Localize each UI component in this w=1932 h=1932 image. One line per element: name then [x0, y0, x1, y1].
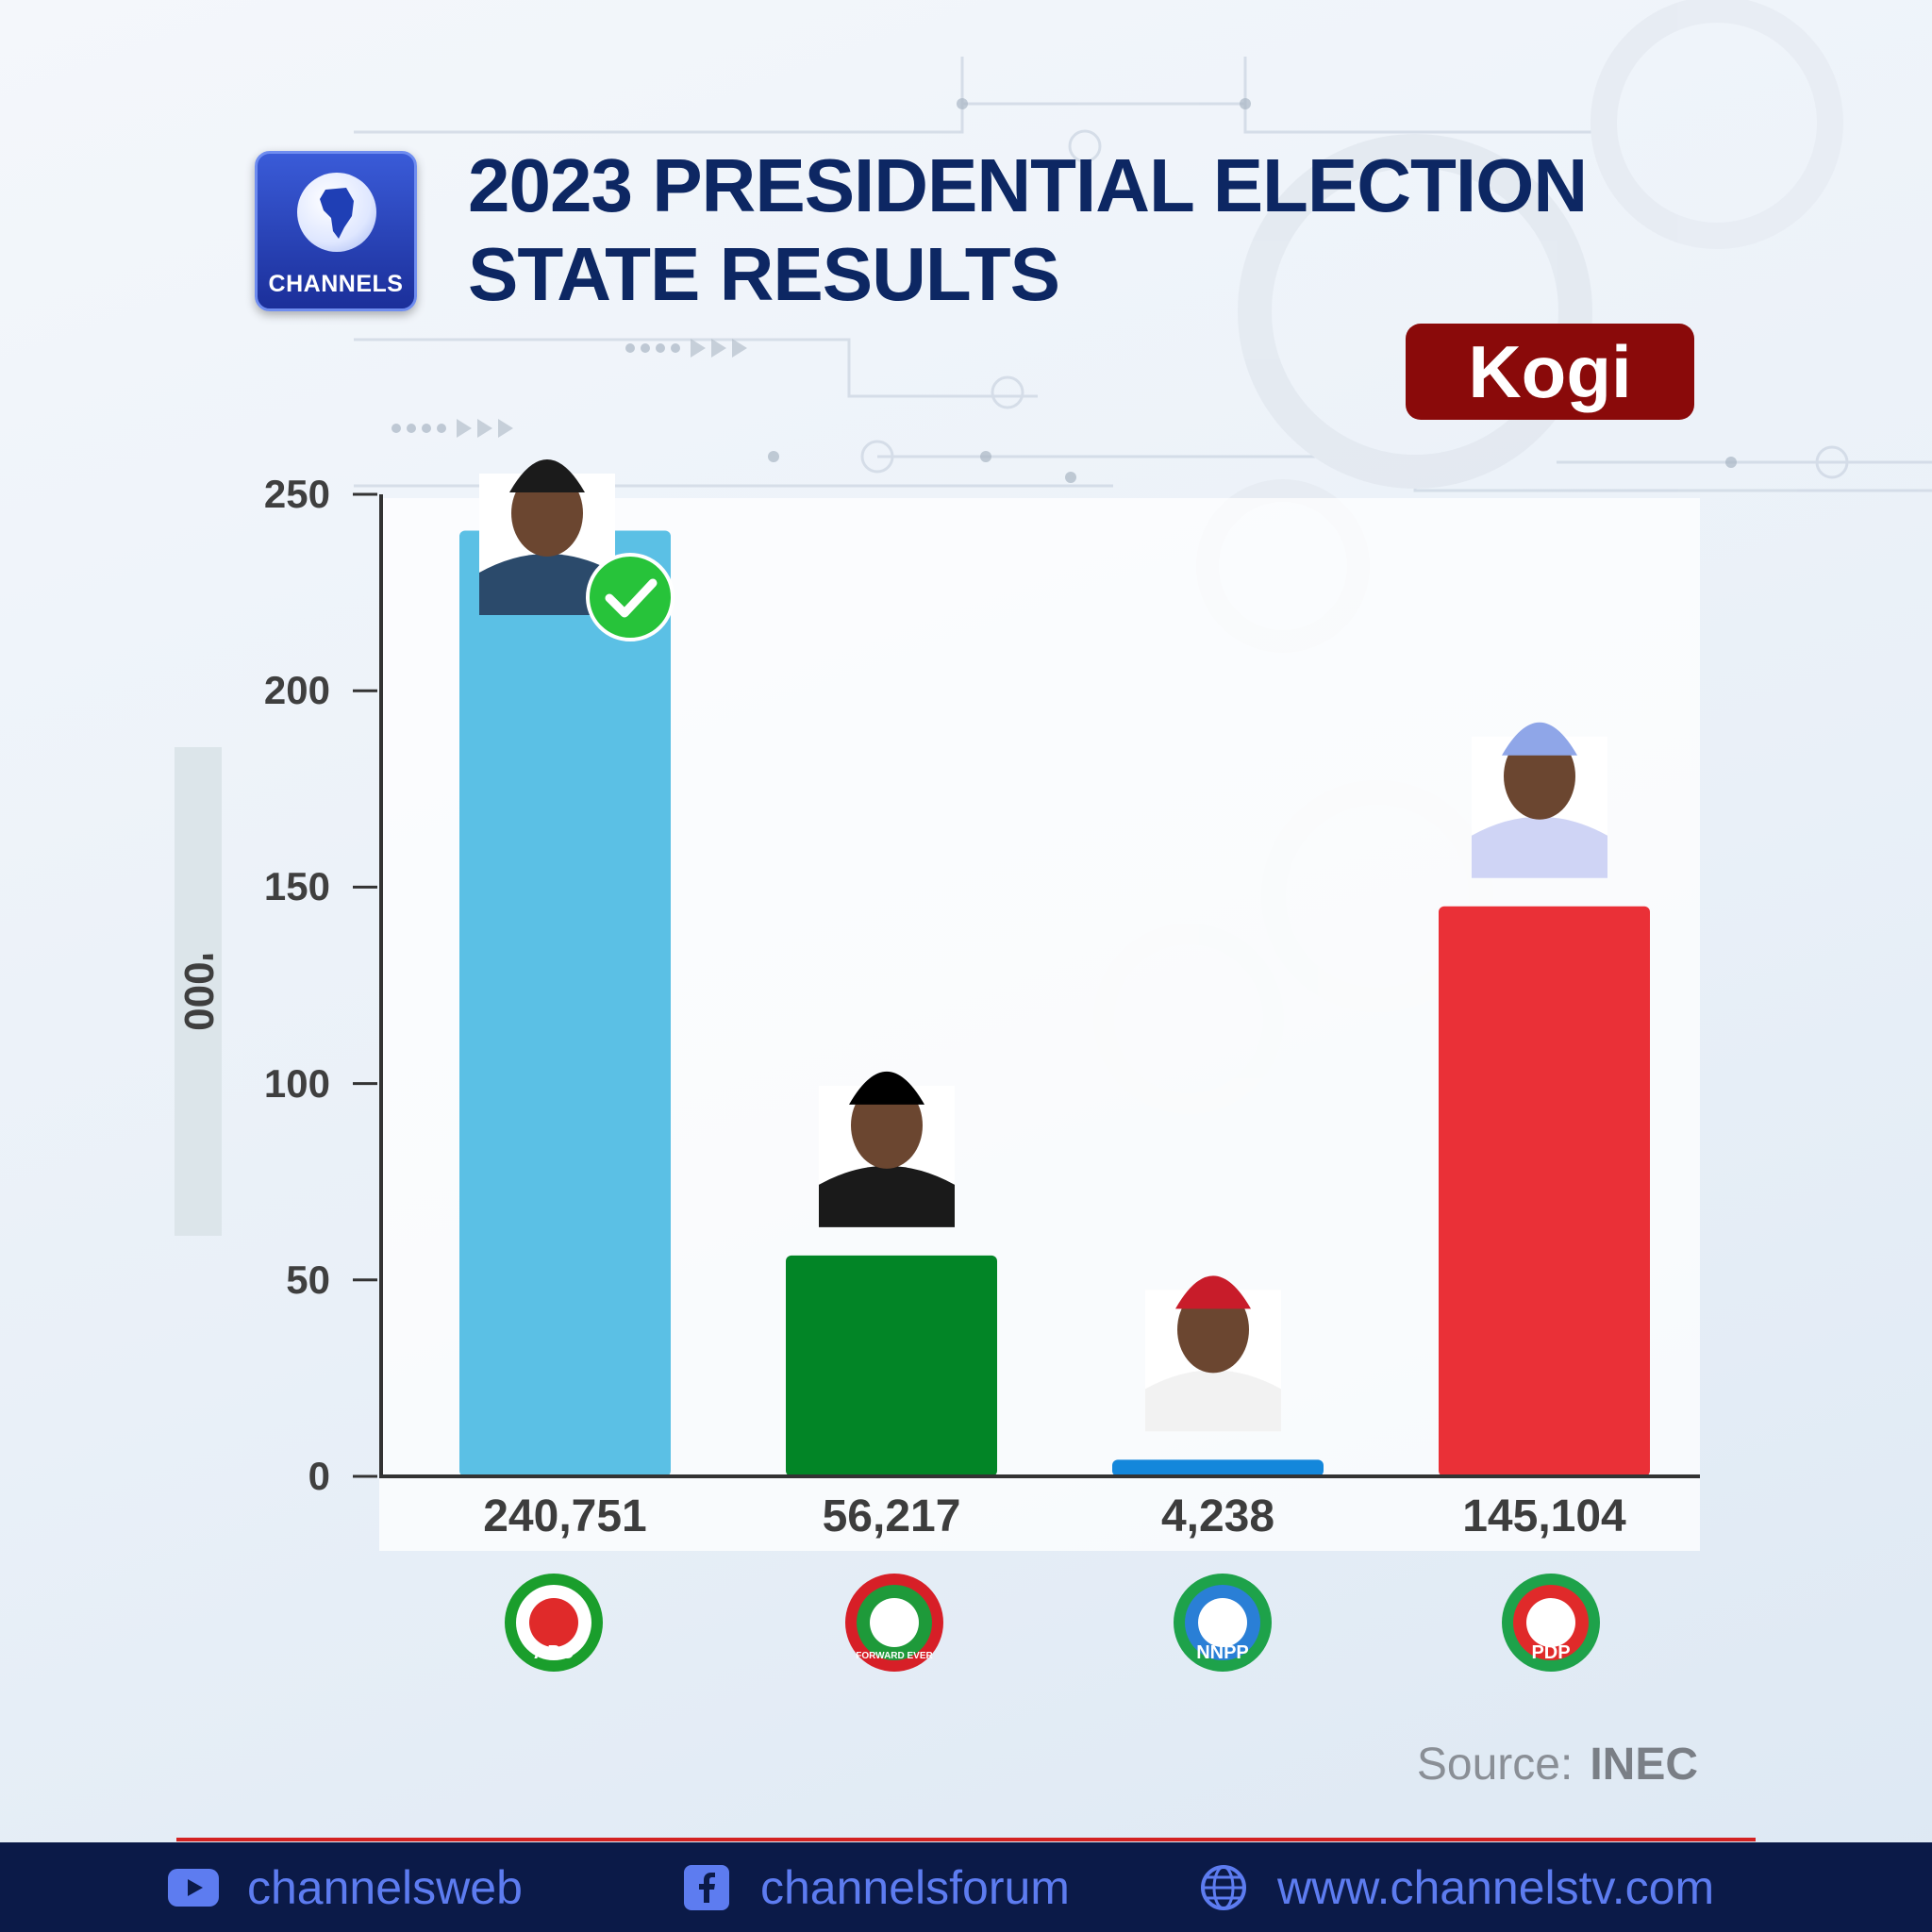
party-logo-lp: FORWARD EVER: [845, 1574, 943, 1672]
youtube-icon: [168, 1868, 219, 1907]
winner-check-mark: [605, 578, 658, 618]
candidate-portrait-lp: [819, 1071, 955, 1227]
portrait-robe: [479, 554, 615, 615]
channels-logo: CHANNELS: [255, 151, 417, 311]
value-label-pdp: 145,104: [1462, 1491, 1626, 1541]
candidate-portrait-nnpp: [1145, 1275, 1281, 1432]
portrait-cap: [849, 1071, 924, 1105]
bar-lp: [786, 1255, 997, 1476]
y-tick-label: 200: [263, 668, 330, 713]
value-label-apc: 240,751: [483, 1491, 647, 1541]
portrait-robe: [819, 1165, 955, 1227]
y-tick-label: 150: [263, 864, 330, 909]
footer-facebook[interactable]: channelsforum: [681, 1842, 1070, 1932]
footer-divider: [176, 1838, 1756, 1841]
party-logo-text: FORWARD EVER: [856, 1651, 933, 1661]
bars: [459, 530, 1650, 1476]
party-logo-text: NNPP: [1196, 1642, 1249, 1663]
portrait-cap: [509, 459, 585, 492]
y-tick-label: 100: [263, 1060, 330, 1106]
winner-check-circle: [586, 553, 675, 641]
portrait-robe: [1472, 816, 1607, 878]
state-badge: Kogi: [1406, 324, 1694, 420]
party-logo-core: [870, 1598, 919, 1647]
bar-pdp: [1439, 906, 1650, 1476]
youtube-handle: channelsweb: [247, 1860, 523, 1914]
footer-website[interactable]: www.channelstv.com: [1198, 1842, 1714, 1932]
party-logo-pdp: PDP: [1502, 1574, 1600, 1672]
party-logo-text: APC: [534, 1642, 574, 1663]
footer-youtube[interactable]: channelsweb: [168, 1842, 523, 1932]
website-url: www.channelstv.com: [1277, 1860, 1715, 1914]
facebook-icon: [681, 1864, 732, 1910]
globe-icon: [1198, 1864, 1249, 1910]
source-value: INEC: [1590, 1740, 1698, 1790]
title-line-2: STATE RESULTS: [468, 232, 1060, 316]
party-logo-core: [1198, 1598, 1247, 1647]
candidate-portrait-pdp: [1472, 722, 1607, 878]
party-logo-apc: APC: [505, 1574, 603, 1672]
winner-check-icon: [586, 553, 675, 641]
source-label: Source:: [1416, 1740, 1574, 1790]
y-tick-label: 0: [308, 1454, 330, 1498]
portrait-robe: [1145, 1370, 1281, 1432]
facebook-handle: channelsforum: [760, 1860, 1070, 1914]
bar-apc: [459, 530, 671, 1476]
africa-globe-icon: [297, 173, 376, 252]
party-logo-core: [529, 1598, 578, 1647]
party-logo-core: [1526, 1598, 1575, 1647]
value-label-nnpp: 4,238: [1160, 1491, 1275, 1541]
party-logo-nnpp: NNPP: [1174, 1574, 1272, 1672]
portrait-cap: [1175, 1275, 1251, 1309]
value-label-lp: 56,217: [822, 1491, 961, 1541]
y-tick-marks: [353, 492, 377, 1478]
y-tick-label: 250: [263, 472, 330, 516]
footer-bar: channelsweb channelsforum www.channelstv…: [0, 1842, 1932, 1932]
source-note: Source: INEC: [1417, 1739, 1698, 1790]
logo-brand-text: CHANNELS: [268, 271, 404, 297]
party-logo-text: PDP: [1531, 1642, 1570, 1663]
y-tick-label: 50: [286, 1257, 330, 1302]
title-line-1: 2023 PRESIDENTIAL ELECTION: [468, 143, 1588, 227]
bar-nnpp: [1112, 1459, 1324, 1476]
unit-strip: [175, 747, 222, 1236]
page-title: 2023 PRESIDENTIAL ELECTION STATE RESULTS: [468, 142, 1741, 319]
portrait-cap: [1502, 722, 1577, 756]
